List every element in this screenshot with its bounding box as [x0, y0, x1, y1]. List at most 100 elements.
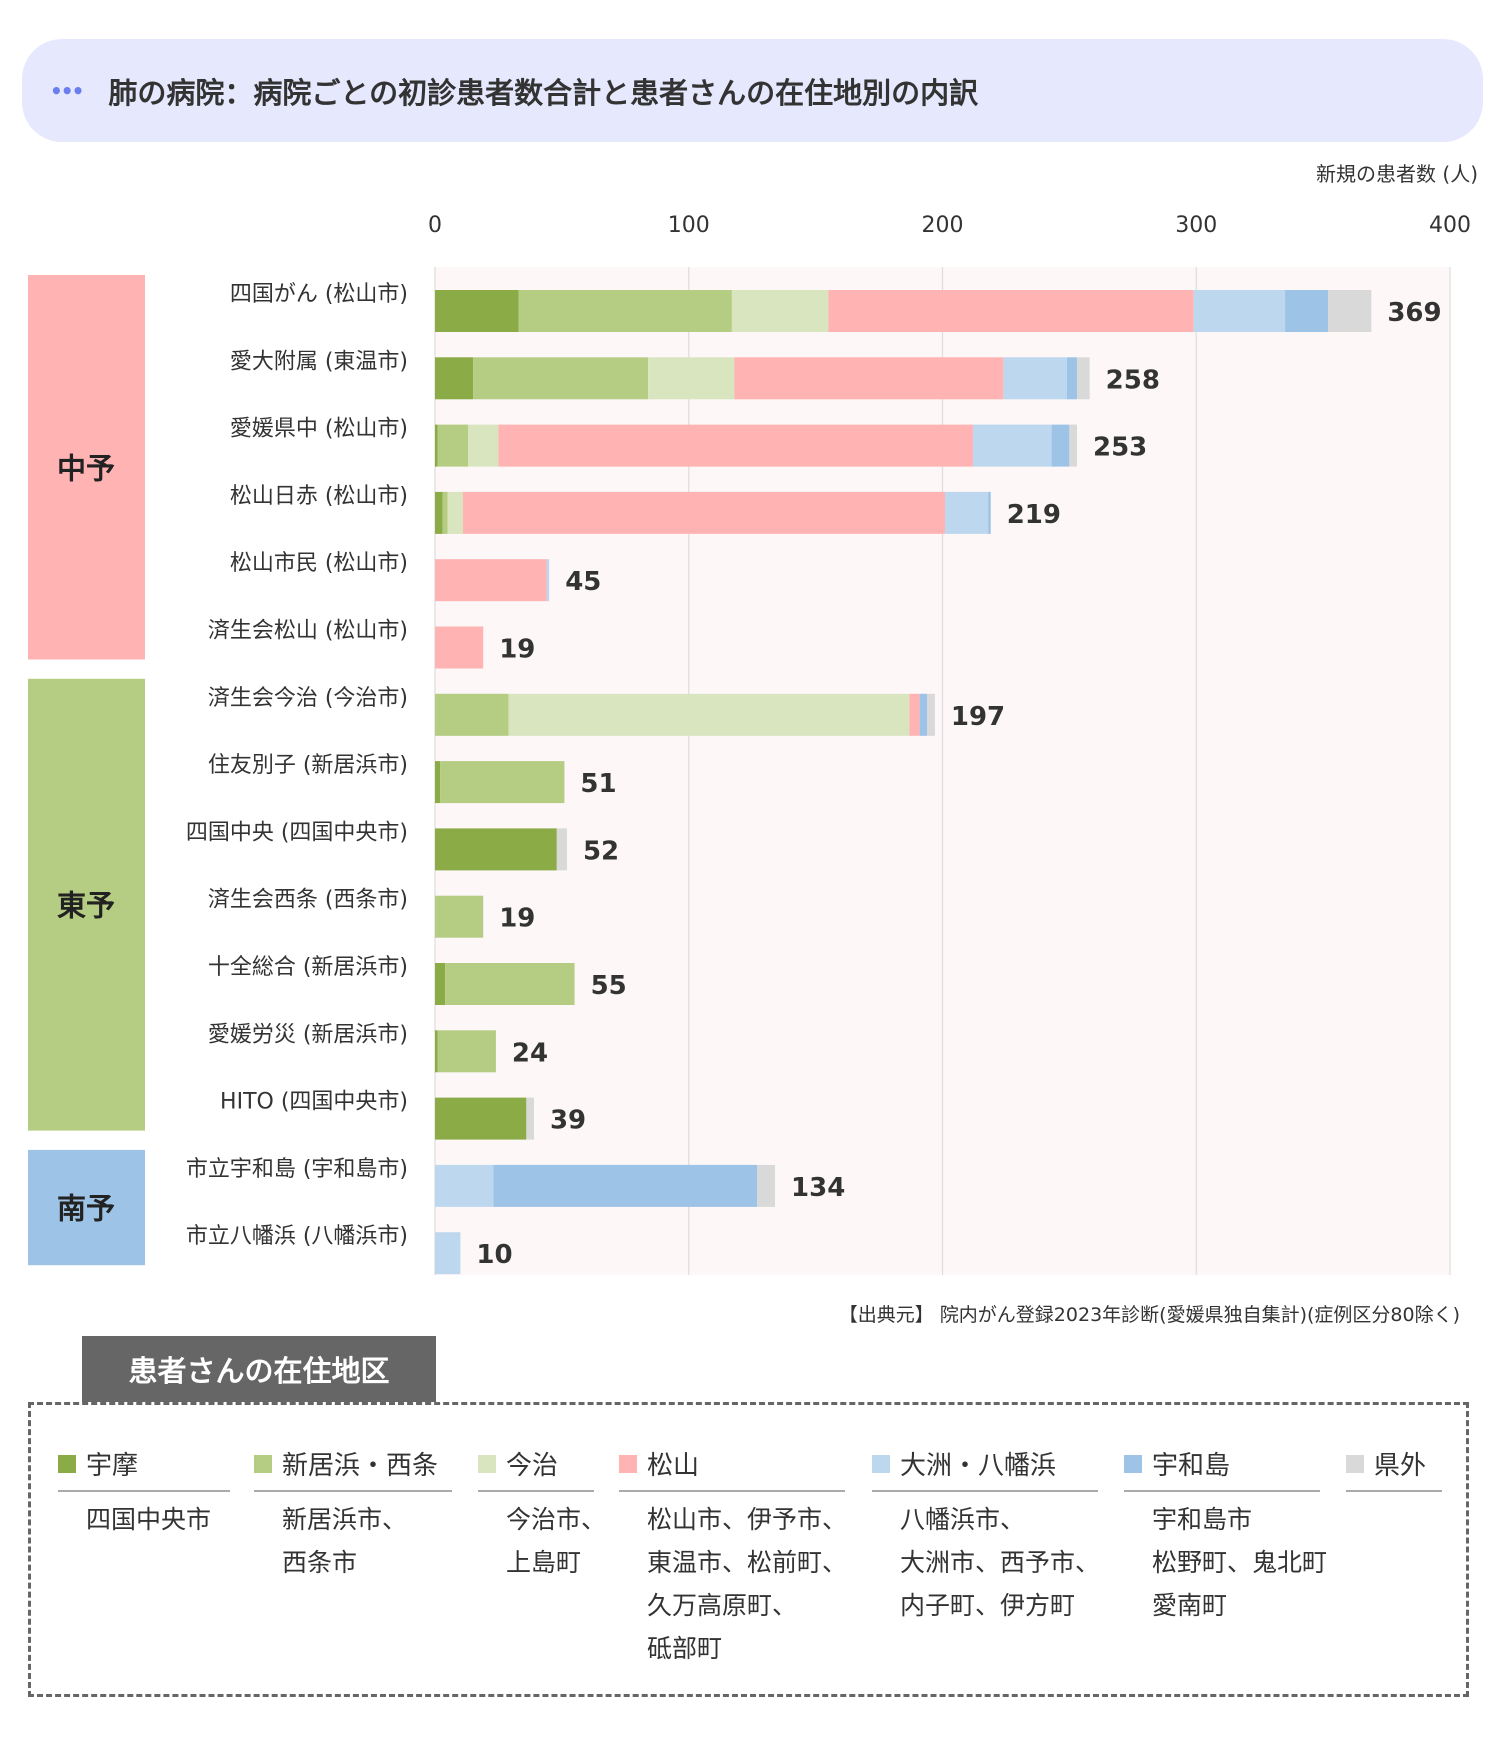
total-label: 197 — [951, 702, 1005, 732]
legend-areas: 松山市、伊予市、 東温市、松前町、 久万高原町、 砥部町 — [619, 1492, 848, 1670]
area-name: 砥部町 — [647, 1634, 723, 1663]
bar-segment — [435, 963, 446, 1005]
legend-name: 大洲・八幡浜 — [900, 1451, 1057, 1481]
total-label: 52 — [583, 836, 619, 866]
bar-segment — [435, 290, 519, 332]
area-name: 大洲市、西予市、 — [900, 1548, 1101, 1577]
category-label: 愛大附属 (東温市) — [230, 349, 408, 374]
category-label: 市立八幡浜 (八幡浜市) — [186, 1224, 408, 1249]
bar-segment — [556, 828, 567, 871]
total-label: 24 — [512, 1038, 548, 1068]
bar-segment — [498, 424, 973, 467]
bar-segment — [435, 1232, 461, 1275]
legend-name: 宇摩 — [86, 1451, 139, 1481]
region-label-box — [28, 1149, 145, 1266]
bar-segment — [1069, 424, 1077, 467]
total-label: 45 — [565, 567, 601, 597]
legend-areas: 八幡浜市、 大洲市、西予市、 内子町、伊方町 — [872, 1492, 1101, 1627]
legend-areas: 宇和島市 松野町、鬼北町 愛南町 — [1124, 1492, 1328, 1627]
area-name: 八幡浜市、 — [900, 1505, 1026, 1534]
category-label: 愛媛労災 (新居浜市) — [208, 1022, 408, 1047]
bar-segment — [493, 1164, 758, 1207]
area-name: 四国中央市 — [86, 1505, 212, 1534]
area-name: 愛南町 — [1152, 1591, 1228, 1620]
bar-segment — [435, 1164, 494, 1207]
total-label: 51 — [580, 769, 616, 799]
category-label: 済生会今治 (今治市) — [208, 686, 408, 711]
legend-entry: 松山 — [619, 1445, 845, 1492]
region-label-box — [28, 275, 145, 660]
x-tick-label: 100 — [668, 213, 710, 238]
bar-segment — [440, 761, 565, 804]
area-name: 久万高原町、 — [647, 1591, 798, 1620]
legend-item: 県外 — [1346, 1445, 1442, 1498]
bar-segment — [1051, 424, 1070, 467]
legend-name: 宇和島 — [1152, 1451, 1231, 1481]
page-title: 肺の病院：病院ごとの初診患者数合計と患者さんの在住地別の内訳 — [108, 75, 979, 110]
bar-segment — [442, 491, 448, 534]
category-label: 済生会松山 (松山市) — [208, 619, 408, 644]
legend-swatch — [619, 1454, 637, 1473]
bar-segment — [988, 491, 991, 534]
unit-label: 新規の患者数 (人) — [1316, 162, 1478, 186]
legend-areas — [1346, 1492, 1442, 1498]
bar-segment — [473, 357, 649, 400]
x-tick-label: 300 — [1175, 213, 1217, 238]
bar-segment — [435, 828, 557, 871]
category-label: 十全総合 (新居浜市) — [208, 955, 408, 980]
legend-areas: 新居浜市、 西条市 — [254, 1492, 452, 1584]
bar-segment — [435, 357, 474, 400]
x-tick-label: 400 — [1429, 213, 1471, 238]
legend-swatch — [1124, 1454, 1142, 1473]
bar-segment — [518, 290, 732, 332]
category-label: 愛媛県中 (松山市) — [230, 417, 408, 442]
bar-segment — [435, 693, 509, 736]
more-dots-icon: ••• — [50, 78, 84, 103]
legend-item: 宇和島宇和島市 松野町、鬼北町 愛南町 — [1124, 1445, 1328, 1627]
legend-entry: 宇摩 — [58, 1445, 230, 1492]
area-name: 東温市、松前町、 — [647, 1548, 848, 1577]
region-label: 中予 — [57, 451, 115, 485]
bar-segment — [1066, 357, 1077, 400]
category-label: 四国中央 (四国中央市) — [186, 820, 408, 845]
legend-entry: 新居浜・西条 — [254, 1445, 452, 1492]
total-label: 19 — [499, 635, 535, 665]
legend-entry: 県外 — [1346, 1445, 1442, 1492]
category-label: 松山日赤 (松山市) — [230, 484, 408, 509]
legend-entry: 今治 — [478, 1445, 594, 1492]
area-name: 新居浜市、 — [282, 1505, 408, 1534]
bar-segment — [526, 1097, 534, 1140]
legend-swatch — [254, 1454, 272, 1473]
bar-segment — [435, 559, 547, 602]
bar-segment — [546, 559, 550, 602]
legend-entry: 大洲・八幡浜 — [872, 1445, 1098, 1492]
chart-title-banner: ••• 肺の病院：病院ごとの初診患者数合計と患者さんの在住地別の内訳 — [22, 39, 1483, 142]
bar-segment — [445, 963, 575, 1005]
total-label: 10 — [476, 1240, 512, 1270]
bar-segment — [757, 1164, 776, 1207]
legend-box — [28, 1402, 1469, 1697]
bar-segment — [467, 424, 499, 467]
bar-segment — [435, 424, 438, 467]
bar-segment — [435, 626, 484, 669]
bar-segment — [828, 290, 1194, 332]
bar-segment — [437, 424, 468, 467]
legend-areas: 四国中央市 — [58, 1492, 230, 1541]
total-label: 39 — [550, 1106, 586, 1136]
legend-name: 県外 — [1374, 1451, 1427, 1481]
bar-segment — [435, 1030, 438, 1073]
category-label: 松山市民 (松山市) — [230, 551, 408, 576]
bar-segment — [909, 693, 920, 736]
bar-segment — [927, 693, 935, 736]
area-name: 松野町、鬼北町 — [1152, 1548, 1328, 1577]
area-name: 上島町 — [506, 1548, 582, 1577]
bar-segment — [919, 693, 928, 736]
bar-segment — [1076, 357, 1090, 400]
bar-segment — [447, 491, 463, 534]
legend-entry: 宇和島 — [1124, 1445, 1320, 1492]
category-label: 市立宇和島 (宇和島市) — [186, 1157, 408, 1182]
legend-item: 新居浜・西条 新居浜市、 西条市 — [254, 1445, 452, 1584]
bar-segment — [972, 424, 1052, 467]
total-label: 134 — [791, 1173, 845, 1203]
